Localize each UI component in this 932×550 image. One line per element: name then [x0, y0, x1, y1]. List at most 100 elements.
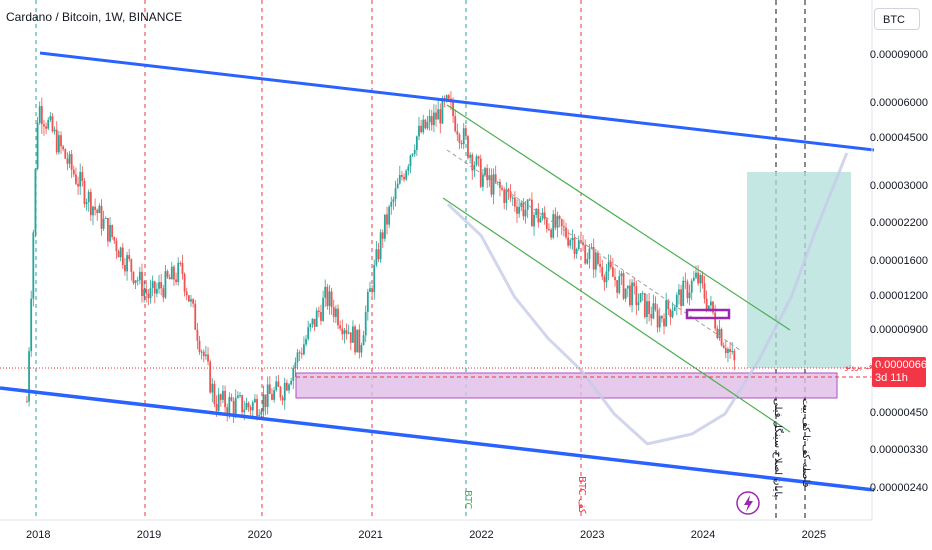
- candle-body: [170, 266, 173, 280]
- candle-body: [709, 301, 712, 306]
- candle-body: [226, 407, 229, 414]
- candle-body: [43, 124, 45, 127]
- green-channel-bottom[interactable]: [442, 197, 791, 433]
- y-tick-label: 0.00000450: [869, 406, 928, 419]
- candle-body: [211, 383, 214, 393]
- candle-body: [249, 407, 252, 411]
- candle-body: [160, 282, 163, 289]
- candle-body: [490, 175, 493, 195]
- candle-body: [26, 401, 28, 403]
- candle-body: [688, 292, 691, 299]
- candle-body: [147, 293, 150, 299]
- candle-body: [477, 156, 480, 159]
- candle-body: [138, 271, 141, 281]
- candle-body: [275, 381, 278, 391]
- candle-body: [239, 395, 241, 397]
- candle-body: [145, 289, 148, 294]
- candle-body: [707, 305, 710, 311]
- y-tick-label: 0.00003000: [869, 180, 928, 193]
- candle-body: [432, 112, 435, 126]
- candle-body: [403, 176, 405, 180]
- candle-body: [317, 310, 320, 313]
- candle-body: [590, 247, 593, 249]
- candle-body: [467, 136, 469, 158]
- candle-body: [631, 282, 633, 306]
- candle-body: [526, 199, 529, 210]
- candle-body: [494, 174, 497, 183]
- candle-body: [60, 135, 62, 147]
- candle-body: [398, 174, 401, 184]
- candle-body: [98, 205, 101, 214]
- candle-body: [279, 386, 282, 398]
- green-channel-mid: [446, 149, 741, 351]
- channel-bottom-line[interactable]: [0, 386, 875, 492]
- y-tick-label: 0.00000330: [869, 443, 928, 456]
- y-tick-label: 0.00002200: [869, 217, 928, 230]
- candle-body: [624, 288, 627, 299]
- candle-body: [47, 119, 50, 129]
- btc-label-green: BTC: [462, 490, 473, 510]
- candle-body: [177, 262, 180, 283]
- candle-body: [369, 288, 371, 292]
- candle-body: [196, 329, 199, 341]
- candle-body: [49, 116, 52, 120]
- y-tick-label: 0.00006000: [869, 97, 928, 110]
- candle-body: [629, 285, 631, 306]
- candle-body: [334, 308, 337, 317]
- x-tick-label: 2021: [358, 529, 383, 541]
- candle-body: [158, 282, 160, 289]
- purple-box[interactable]: [685, 308, 731, 320]
- candle-body: [187, 295, 190, 302]
- candle-body: [441, 98, 444, 124]
- green-channel-top[interactable]: [446, 104, 791, 331]
- candle-body: [219, 394, 222, 400]
- candle-body: [537, 208, 540, 223]
- candle-body: [375, 249, 378, 265]
- candle-body: [571, 237, 574, 241]
- candle-body: [507, 189, 510, 192]
- candle-body: [232, 400, 235, 414]
- candle-body: [209, 361, 212, 393]
- candle-body: [151, 281, 154, 289]
- candle-body: [64, 149, 67, 159]
- candle-body: [115, 240, 118, 252]
- candle-body: [458, 134, 461, 144]
- candle-body: [601, 266, 604, 277]
- symbol-compare-button[interactable]: BTC: [874, 8, 920, 30]
- candle-body: [548, 229, 550, 231]
- candle-body: [475, 156, 478, 166]
- candle-body: [420, 125, 423, 133]
- last-price-tag: 0.00000660 3d 11h: [872, 357, 932, 387]
- candle-body: [104, 218, 107, 220]
- candle-body: [520, 202, 523, 207]
- candle-body: [597, 252, 599, 264]
- candle-body: [89, 191, 92, 216]
- candle-body: [202, 351, 205, 357]
- candle-body: [40, 106, 43, 125]
- candle-body: [141, 271, 143, 297]
- candle-body: [96, 209, 99, 214]
- candle-body: [439, 109, 442, 124]
- candle-body: [124, 264, 126, 272]
- candle-body: [111, 224, 114, 237]
- channel-top-line[interactable]: [39, 51, 875, 152]
- candle-body: [663, 318, 665, 327]
- candle-body: [424, 119, 427, 129]
- candle-body: [305, 338, 307, 345]
- candle-body: [405, 170, 408, 180]
- candle-body: [654, 303, 657, 310]
- candle-body: [79, 172, 82, 187]
- candle-body: [271, 393, 273, 400]
- candle-body: [639, 293, 642, 303]
- candle-body: [213, 383, 216, 404]
- candle-body: [194, 303, 197, 330]
- bottom-distance-label: فاصله کف تا کف بیت: [800, 398, 811, 488]
- candle-body: [484, 168, 486, 176]
- candle-body: [646, 301, 648, 318]
- candle-body: [386, 214, 388, 225]
- candle-body: [30, 298, 33, 352]
- lightning-icon[interactable]: [736, 491, 760, 515]
- candle-body: [669, 309, 672, 317]
- candle-body: [550, 229, 552, 238]
